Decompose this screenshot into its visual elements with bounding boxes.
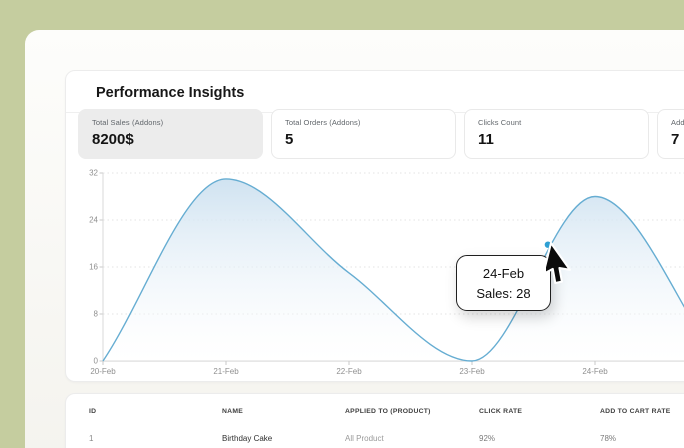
cell-click-rate: 92% xyxy=(479,434,496,443)
cell-id: 1 xyxy=(89,434,94,443)
tooltip-sales: Sales: 28 xyxy=(476,285,531,301)
svg-text:0: 0 xyxy=(94,357,99,366)
chart-tooltip: 24-Feb Sales: 28 xyxy=(456,255,551,311)
page-title: Performance Insights xyxy=(66,71,684,113)
performance-insights-card: Performance Insights Total Sales (Addons… xyxy=(65,70,684,382)
stat-label: Clicks Count xyxy=(478,118,522,127)
svg-text:24-Feb: 24-Feb xyxy=(582,367,608,376)
cell-add-to-cart-rate: 78% xyxy=(600,434,617,443)
column-header-add-to-cart-rate: ADD TO CART RATE xyxy=(600,407,671,415)
stat-value: 7 xyxy=(671,131,680,148)
svg-text:20-Feb: 20-Feb xyxy=(90,367,116,376)
svg-text:32: 32 xyxy=(89,169,98,178)
stat-card-total-orders[interactable]: Total Orders (Addons) 5 xyxy=(271,109,456,159)
column-header-click-rate: CLICK RATE xyxy=(479,407,523,415)
column-header-id: ID xyxy=(89,407,97,415)
stat-label: Total Orders (Addons) xyxy=(285,118,361,127)
stat-card-clicks-count[interactable]: Clicks Count 11 xyxy=(464,109,649,159)
stat-card-total-sales[interactable]: Total Sales (Addons) 8200$ xyxy=(78,109,263,159)
svg-text:24: 24 xyxy=(89,216,98,225)
svg-text:22-Feb: 22-Feb xyxy=(336,367,362,376)
sales-area-chart[interactable]: 0816243220-Feb21-Feb22-Feb23-Feb24-Feb25… xyxy=(66,166,684,381)
stat-label: Add to Cart Count xyxy=(671,118,684,127)
table-row: 1 Birthday Cake All Product 92% 78% xyxy=(66,426,684,448)
stat-value: 11 xyxy=(478,131,494,148)
svg-text:21-Feb: 21-Feb xyxy=(213,367,239,376)
svg-text:16: 16 xyxy=(89,263,98,272)
stat-card-add-to-cart-count[interactable]: Add to Cart Count 7 xyxy=(657,109,684,159)
stat-value: 5 xyxy=(285,131,294,148)
mouse-cursor-icon xyxy=(546,241,571,285)
svg-text:8: 8 xyxy=(94,310,99,319)
column-header-applied-to: APPLIED TO (PRODUCT) xyxy=(345,407,431,415)
svg-text:23-Feb: 23-Feb xyxy=(459,367,485,376)
cell-applied-to: All Product xyxy=(345,434,384,443)
stat-label: Total Sales (Addons) xyxy=(92,118,164,127)
stat-value: 8200$ xyxy=(92,131,134,148)
stats-row: Total Sales (Addons) 8200$ Total Orders … xyxy=(78,109,684,159)
table-header-row: ID NAME APPLIED TO (PRODUCT) CLICK RATE … xyxy=(66,396,684,426)
cell-name: Birthday Cake xyxy=(222,434,273,443)
tooltip-date: 24-Feb xyxy=(482,265,525,281)
content-panel: Performance Insights Total Sales (Addons… xyxy=(25,30,684,448)
campaigns-table-card: ID NAME APPLIED TO (PRODUCT) CLICK RATE … xyxy=(65,393,684,448)
column-header-name: NAME xyxy=(222,407,244,415)
